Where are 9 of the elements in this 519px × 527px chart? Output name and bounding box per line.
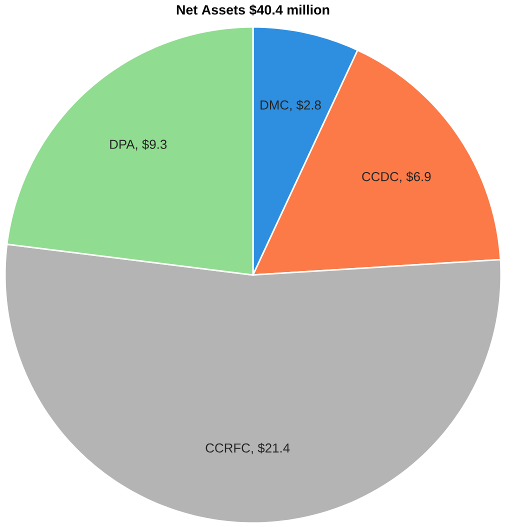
data-label: , $6.9: [400, 172, 431, 183]
chart-title: Net Assets $40.4 million: [176, 4, 330, 16]
data-label: , $9.3: [136, 139, 167, 150]
slice-label: DPA: [110, 140, 135, 149]
slice-label: CCRFC: [206, 443, 250, 453]
data-label: , $2.8: [290, 100, 321, 112]
data-label: , $21.4: [252, 442, 290, 454]
slice-label: DMC: [260, 100, 289, 110]
slice-label: CCDC: [362, 172, 398, 182]
